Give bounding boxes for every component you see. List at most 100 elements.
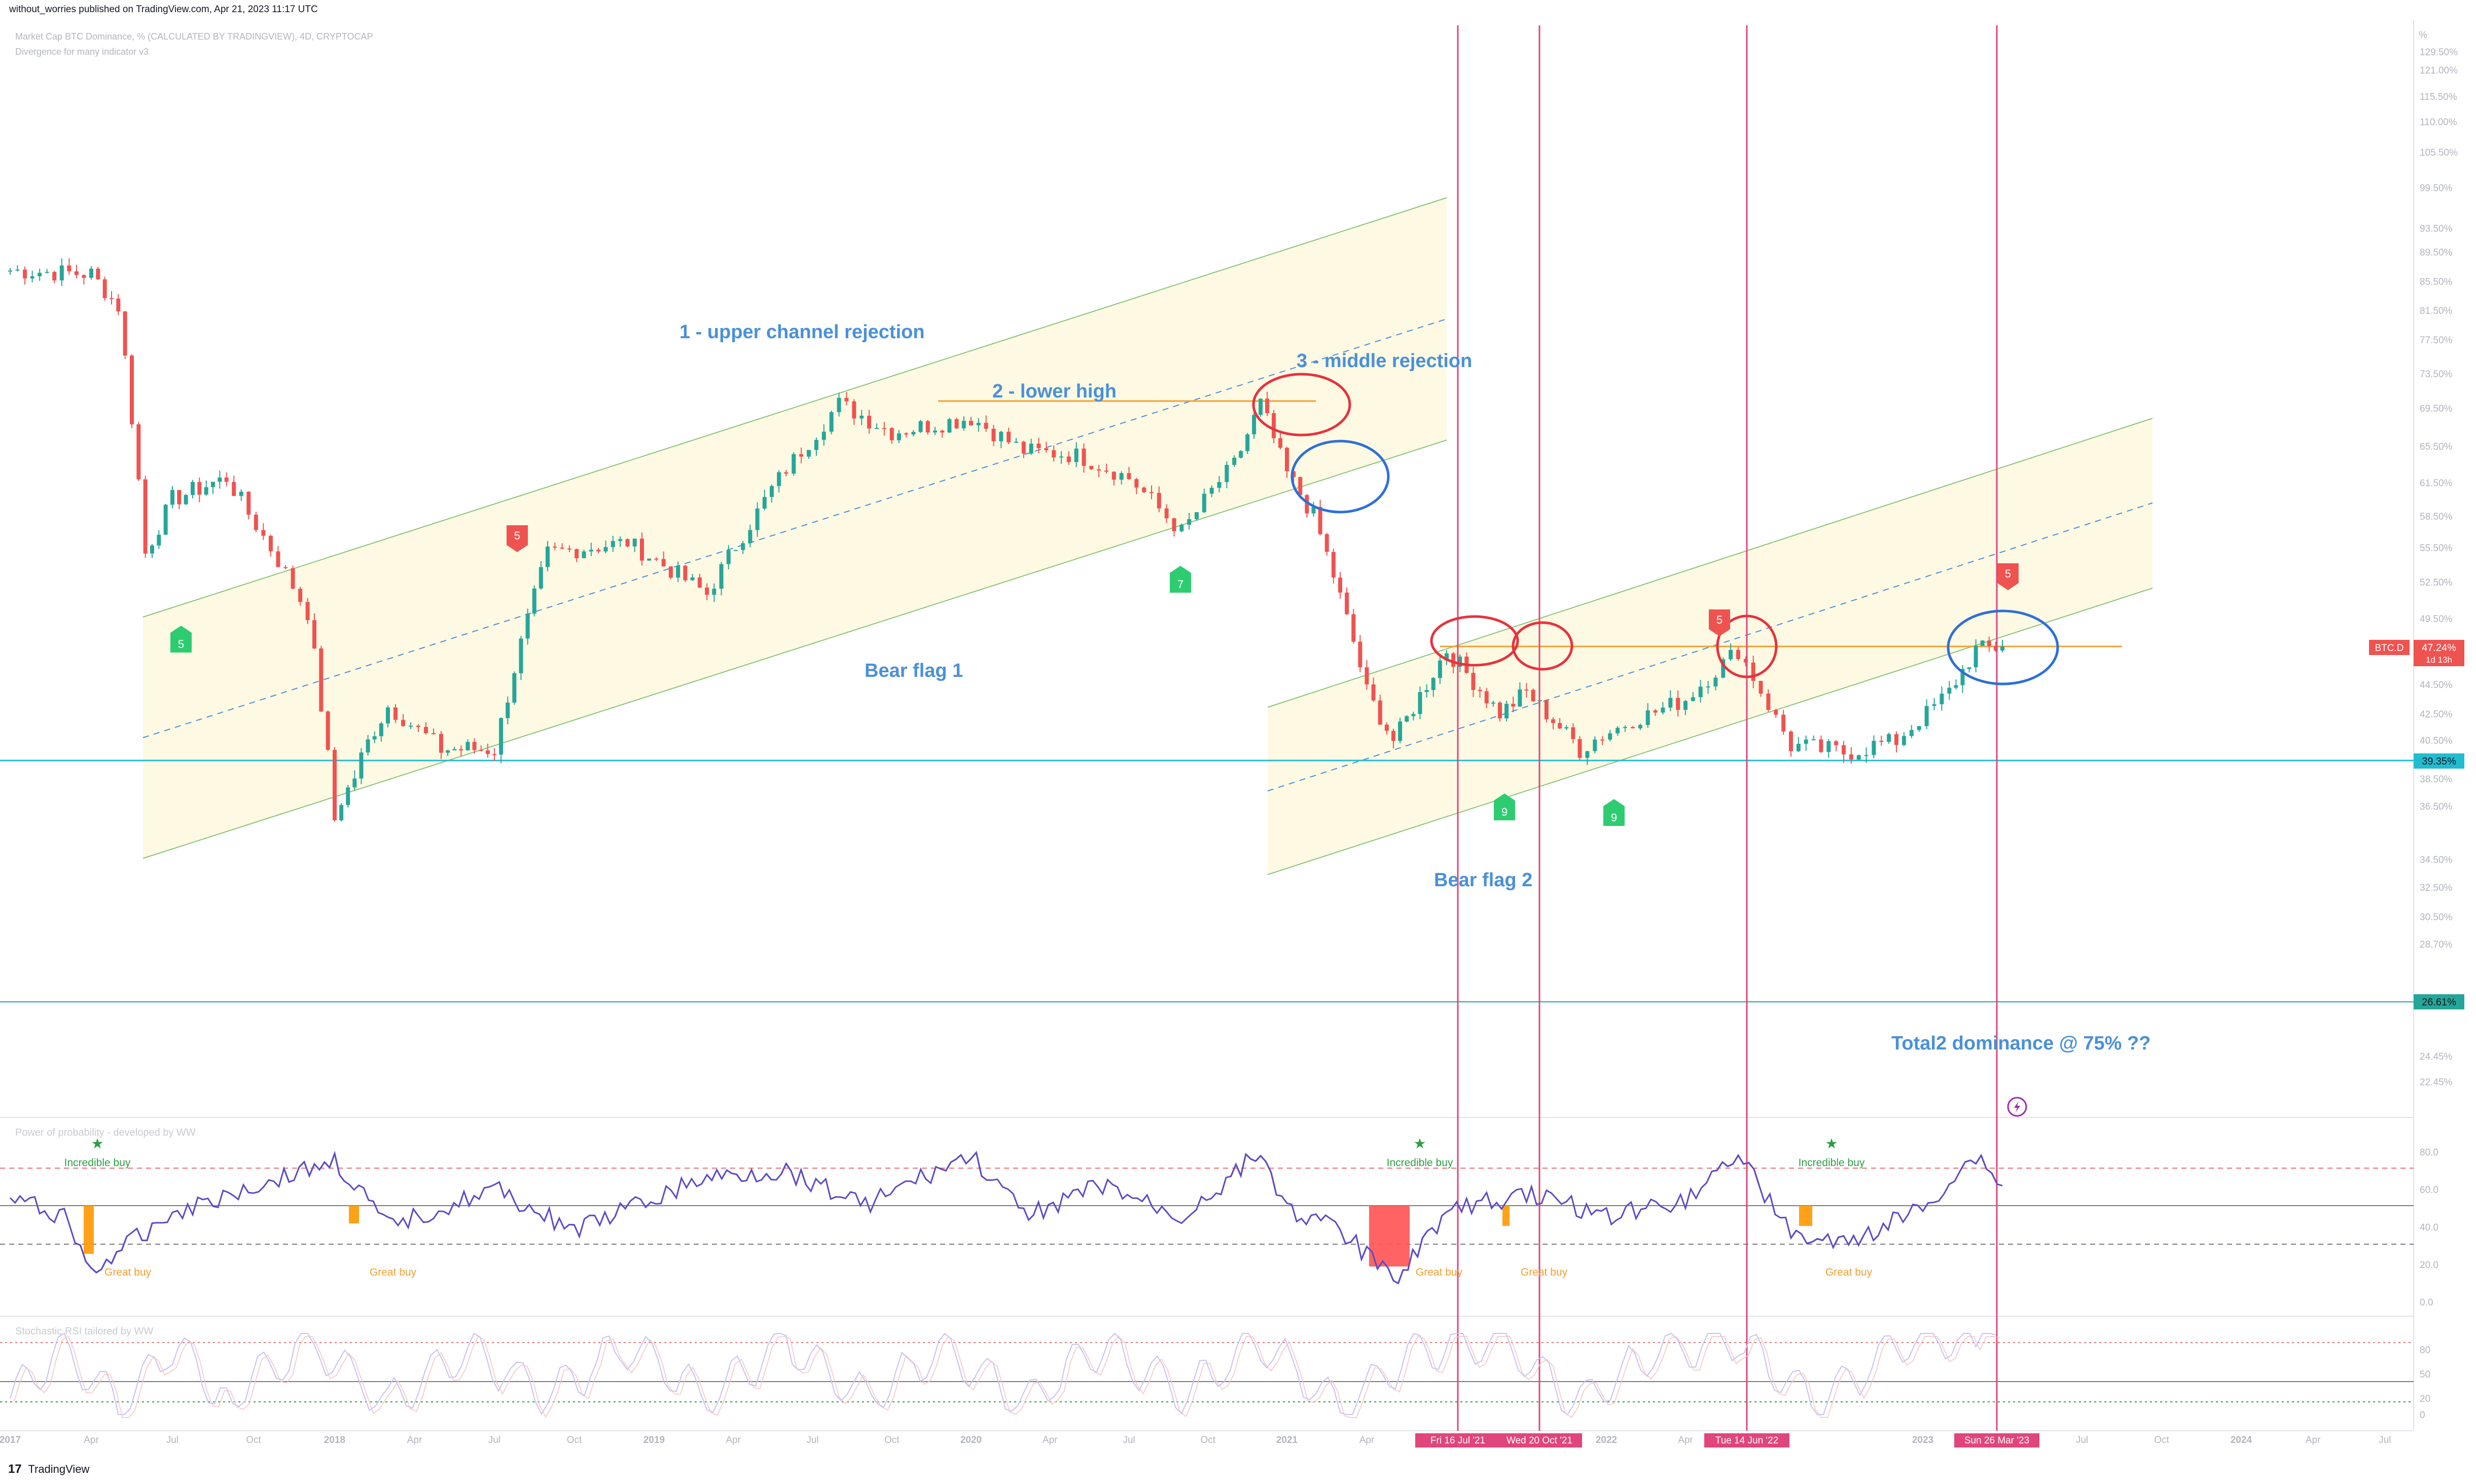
incredible-buy-marker[interactable]: ★ Incredible buy: [1387, 1135, 1453, 1169]
price-axis-tick: 61.50%: [2420, 478, 2453, 489]
candle-body: [1157, 493, 1161, 509]
incredible-buy-marker[interactable]: ★ Incredible buy: [1799, 1135, 1865, 1169]
pane3-d-line[interactable]: [14, 1335, 2000, 1419]
candle-body: [424, 727, 428, 734]
pane3-axis-tick: 50: [2420, 1369, 2430, 1380]
signal-badge[interactable]: 7: [1170, 566, 1191, 593]
channel-2-upper-line[interactable]: [1267, 418, 2153, 708]
price-axis-tick: 49.50%: [2420, 614, 2453, 625]
channel-2-midline[interactable]: [1267, 502, 2153, 791]
indicator-line: Divergence for many indicator v3: [15, 47, 149, 57]
pane3-axis[interactable]: 80 50 20 0: [2420, 1345, 2430, 1421]
time-axis-tick: Oct: [884, 1435, 900, 1445]
blue-circle-breakdown[interactable]: [1290, 440, 1390, 514]
price-axis-tick: 36.50%: [2420, 802, 2453, 812]
candle-body: [268, 535, 273, 552]
candle-body: [1879, 741, 1884, 742]
candle-body: [204, 487, 208, 495]
candle-body: [1418, 692, 1422, 714]
red-circle-2[interactable]: [1512, 621, 1573, 671]
star-icon: ★: [91, 1135, 103, 1152]
channel-1-upper-line[interactable]: [142, 197, 1447, 618]
price-axis-tick: 73.50%: [2420, 369, 2453, 380]
candle-body: [867, 415, 872, 428]
candle-body: [1384, 725, 1389, 731]
incredible-buy-marker[interactable]: ★ Incredible buy: [64, 1135, 131, 1169]
red-circle-1[interactable]: [1430, 615, 1519, 667]
candle-body: [632, 538, 637, 547]
candle-body: [366, 739, 370, 753]
red-circle-3[interactable]: [1716, 614, 1778, 678]
signal-badge[interactable]: 5: [1997, 563, 2019, 590]
pane3-axis-tick: 80: [2420, 1345, 2430, 1356]
signal-badge-label: 9: [1611, 811, 1617, 824]
candle-body: [532, 588, 536, 614]
candle-body: [947, 419, 952, 433]
candle-body: [777, 472, 781, 486]
candle-body: [1668, 698, 1673, 708]
candle-body: [1544, 700, 1549, 719]
time-axis-tick: Apr: [84, 1435, 99, 1445]
candle-body: [291, 568, 295, 589]
candle-body: [575, 549, 579, 559]
signal-badge[interactable]: 5: [170, 626, 192, 653]
candle-body: [1872, 741, 1876, 755]
candle-body: [312, 620, 316, 648]
candle-body: [1766, 693, 1771, 710]
candle-body: [1066, 456, 1071, 462]
candle-body: [1371, 684, 1376, 701]
pane3-k-line[interactable]: [10, 1332, 1996, 1416]
candle-body: [170, 490, 174, 505]
candle-body: [89, 268, 93, 278]
time-axis-markers[interactable]: Fri 16 Jul '21 Wed 20 Oct '21 Tue 14 Jun '…: [1415, 1433, 2039, 1447]
channel-1-midline[interactable]: [142, 318, 1447, 738]
candle-body: [1960, 669, 1965, 685]
annotation-upper-channel: 1 - upper channel rejection: [679, 321, 925, 343]
candle-body: [1232, 457, 1237, 465]
candle-body: [1052, 450, 1056, 458]
candle-body: [1458, 657, 1462, 667]
candle-body: [603, 547, 608, 552]
channel-2-lower-line[interactable]: [1267, 588, 2153, 875]
candle-body: [1608, 733, 1612, 740]
signal-badge[interactable]: 9: [1603, 799, 1625, 826]
candle-body: [283, 567, 288, 568]
candle-body: [130, 355, 134, 424]
red-circle-middle-rejection[interactable]: [1252, 373, 1351, 437]
candle-body: [1142, 487, 1146, 492]
candle-body: [96, 268, 100, 279]
time-axis-tick: 2023: [1912, 1435, 1933, 1445]
candle-body: [1504, 704, 1509, 718]
pane2-axis[interactable]: 80.0 60.0 40.0 20.0 0.0: [2420, 1147, 2438, 1308]
candle-body: [1819, 739, 1823, 752]
annotation-middle-rejection: 3 - middle rejection: [1297, 350, 1472, 372]
candle-body: [1849, 754, 1853, 760]
candle-body: [82, 275, 86, 278]
signal-badge[interactable]: 5: [507, 525, 528, 552]
tradingview-logo[interactable]: 17 TradingView: [8, 1462, 89, 1476]
candle-body: [762, 497, 767, 509]
price-axis-tick: 89.50%: [2420, 247, 2453, 258]
pane2-line[interactable]: [9, 1150, 2003, 1285]
signal-badge[interactable]: 9: [1494, 793, 1515, 820]
time-marker-label: Wed 20 Oct '21: [1506, 1435, 1572, 1446]
candle-body: [1164, 508, 1169, 519]
price-axis[interactable]: 129.50% 121.00% 115.50% 110.00% 105.50% 99.50…: [2420, 47, 2458, 1088]
lightning-icon[interactable]: [2007, 1097, 2027, 1117]
candle-body: [1491, 702, 1495, 704]
channel-1-lower-line[interactable]: [142, 440, 1447, 859]
candle-body: [1134, 479, 1139, 488]
candle-body: [1272, 413, 1276, 439]
time-axis-tick: 2022: [1596, 1435, 1617, 1445]
candle-body: [639, 538, 644, 561]
time-axis-tick: Jul: [1123, 1435, 1135, 1445]
candle-body: [1217, 482, 1222, 488]
time-axis-tick: Jul: [2379, 1435, 2391, 1445]
candle-body: [1774, 710, 1778, 715]
candle-body: [1600, 739, 1605, 741]
price-axis-tick: 38.50%: [2420, 774, 2453, 785]
signal-badge[interactable]: 5: [1709, 609, 1730, 636]
time-marker-bg: [1497, 1433, 1582, 1447]
blue-circle-current[interactable]: [1947, 609, 2059, 685]
